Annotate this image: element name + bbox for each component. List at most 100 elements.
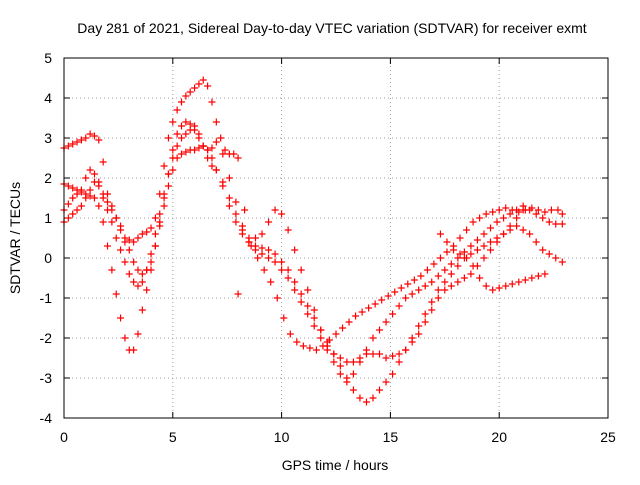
x-tick-label: 20 <box>491 429 507 445</box>
data-point <box>182 130 190 138</box>
data-point <box>454 262 462 270</box>
y-tick-label: 2 <box>44 170 52 186</box>
data-point <box>254 254 262 262</box>
data-point <box>221 146 229 154</box>
data-point <box>434 286 442 294</box>
data-point <box>112 214 120 222</box>
data-point <box>69 184 77 192</box>
data-point <box>558 258 566 266</box>
data-point <box>191 122 199 130</box>
data-point <box>467 242 475 250</box>
data-point <box>482 282 490 290</box>
data-point <box>441 286 449 294</box>
data-point <box>473 246 481 254</box>
data-point <box>195 80 203 88</box>
data-point <box>151 214 159 222</box>
data-point <box>191 146 199 154</box>
data-point <box>86 192 94 200</box>
data-point <box>365 304 373 312</box>
data-point <box>415 322 423 330</box>
data-point <box>112 290 120 298</box>
data-point <box>415 286 423 294</box>
data-point <box>356 394 364 402</box>
data-point <box>384 292 392 300</box>
data-point <box>310 314 318 322</box>
data-point <box>143 228 151 236</box>
data-point <box>428 278 436 286</box>
data-point <box>558 210 566 218</box>
data-point <box>130 346 138 354</box>
data-point <box>552 220 560 228</box>
data-point <box>204 82 212 90</box>
data-point <box>382 354 390 362</box>
data-point <box>104 198 112 206</box>
data-point <box>332 330 340 338</box>
data-point <box>278 210 286 218</box>
data-point <box>447 260 455 268</box>
data-point <box>178 150 186 158</box>
data-point <box>376 386 384 394</box>
data-point <box>138 278 146 286</box>
data-point <box>271 258 279 266</box>
data-point <box>90 170 98 178</box>
data-point <box>532 238 540 246</box>
data-point <box>134 330 142 338</box>
data-point <box>299 342 307 350</box>
data-point <box>258 244 266 252</box>
data-point <box>156 210 164 218</box>
data-point <box>212 118 220 126</box>
data-point <box>352 312 360 320</box>
data-point <box>528 274 536 282</box>
data-point <box>545 218 553 226</box>
data-points <box>60 76 566 406</box>
data-point <box>369 334 377 342</box>
y-tick-label: 4 <box>44 90 52 106</box>
data-point <box>343 358 351 366</box>
data-point <box>117 246 125 254</box>
data-point <box>125 270 133 278</box>
data-point <box>402 346 410 354</box>
data-point <box>69 140 77 148</box>
data-point <box>125 236 133 244</box>
data-point <box>519 226 527 234</box>
data-point <box>469 218 477 226</box>
data-point <box>402 294 410 302</box>
data-point <box>147 250 155 258</box>
data-point <box>151 230 159 238</box>
data-point <box>480 242 488 250</box>
data-point <box>486 246 494 254</box>
data-point <box>164 170 172 178</box>
data-point <box>208 144 216 152</box>
data-point <box>232 218 240 226</box>
data-point <box>280 314 288 322</box>
data-point <box>232 210 240 218</box>
data-point <box>204 146 212 154</box>
data-point <box>219 150 227 158</box>
data-point <box>434 294 442 302</box>
data-point <box>267 278 275 286</box>
data-point <box>69 194 77 202</box>
data-point <box>64 214 72 222</box>
data-point <box>232 198 240 206</box>
data-point <box>73 206 81 214</box>
data-point <box>441 278 449 286</box>
data-point <box>191 84 199 92</box>
data-point <box>489 208 497 216</box>
data-point <box>330 358 338 366</box>
data-point <box>178 98 186 106</box>
data-point <box>77 136 85 144</box>
data-point <box>502 204 510 212</box>
data-point <box>513 214 521 222</box>
chart-title: Day 281 of 2021, Sidereal Day-to-day VTE… <box>77 20 586 36</box>
data-point <box>369 350 377 358</box>
data-point <box>349 358 357 366</box>
data-point <box>460 248 468 256</box>
data-point <box>336 370 344 378</box>
data-point <box>356 354 364 362</box>
data-point <box>204 154 212 162</box>
data-point <box>212 138 220 146</box>
y-tick-label: 1 <box>44 210 52 226</box>
data-point <box>500 214 508 222</box>
